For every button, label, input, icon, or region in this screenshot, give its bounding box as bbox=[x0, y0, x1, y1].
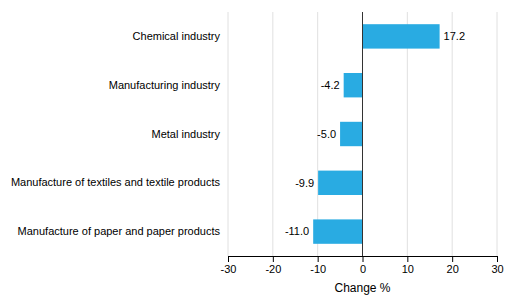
bar bbox=[363, 24, 440, 48]
x-tick: 30 bbox=[491, 256, 503, 275]
x-tick-mark bbox=[497, 256, 498, 262]
bars bbox=[313, 24, 439, 244]
data-labels: -11.0 -9.9 -5.0 -4.2 17.2 bbox=[285, 30, 465, 237]
grid-line bbox=[452, 12, 453, 256]
x-tick: -10 bbox=[310, 256, 326, 275]
bar bbox=[340, 122, 362, 146]
x-axis-title: Change % bbox=[334, 281, 390, 295]
y-tick-label: Chemical industry bbox=[133, 30, 221, 42]
x-tick: 10 bbox=[402, 256, 414, 275]
x-tick-mark bbox=[228, 256, 229, 262]
grid-line bbox=[228, 12, 229, 256]
y-tick-label: Manufacture of paper and paper products bbox=[18, 225, 221, 237]
x-tick: -30 bbox=[221, 256, 237, 275]
data-label: -11.0 bbox=[285, 225, 309, 237]
data-label: -4.2 bbox=[321, 79, 340, 91]
chart-container: -30 -20 -10 0 10 20 30 Chemical industry Manufac… bbox=[0, 0, 525, 300]
plot-area: -30 -20 -10 0 10 20 30 Chemical industry Manufac… bbox=[11, 12, 504, 275]
grid-line bbox=[497, 12, 498, 256]
grid-line bbox=[272, 12, 273, 256]
x-tick-label: 30 bbox=[491, 263, 503, 275]
zero-line bbox=[362, 12, 363, 256]
y-tick: Chemical industry bbox=[133, 30, 228, 42]
y-tick: Manufacture of textiles and textile prod… bbox=[11, 176, 228, 188]
y-tick-label: Manufacturing industry bbox=[109, 79, 221, 91]
y-tick: Manufacturing industry bbox=[109, 79, 228, 91]
y-tick-label: Manufacture of textiles and textile prod… bbox=[11, 176, 221, 188]
bar bbox=[318, 171, 362, 195]
data-label: 17.2 bbox=[444, 30, 465, 42]
x-tick-mark bbox=[452, 256, 453, 262]
chart-svg: -30 -20 -10 0 10 20 30 Chemical industry Manufac… bbox=[0, 0, 525, 300]
x-tick-label: -10 bbox=[310, 263, 326, 275]
x-tick-mark bbox=[273, 256, 274, 262]
x-tick-label: 10 bbox=[402, 263, 414, 275]
y-tick: Metal industry bbox=[152, 128, 228, 140]
x-tick: -20 bbox=[265, 256, 281, 275]
bar bbox=[344, 73, 363, 97]
x-tick: 0 bbox=[360, 256, 366, 275]
y-tick-label: Metal industry bbox=[152, 128, 221, 140]
y-axis: Chemical industry Manufacturing industry M… bbox=[11, 30, 228, 237]
x-tick-label: 0 bbox=[360, 263, 366, 275]
grid-line bbox=[362, 12, 363, 256]
y-tick: Manufacture of paper and paper products bbox=[18, 225, 228, 237]
x-tick-label: -30 bbox=[221, 263, 237, 275]
bar bbox=[313, 219, 362, 243]
x-axis: -30 -20 -10 0 10 20 30 bbox=[221, 256, 504, 275]
x-tick: 20 bbox=[447, 256, 459, 275]
x-tick-mark bbox=[318, 256, 319, 262]
x-axis-line bbox=[229, 257, 498, 263]
x-tick-label: -20 bbox=[265, 263, 281, 275]
x-tick-mark bbox=[363, 256, 364, 262]
data-label: -9.9 bbox=[295, 177, 314, 189]
x-tick-mark bbox=[407, 256, 408, 262]
grid bbox=[228, 12, 497, 256]
data-label: -5.0 bbox=[317, 128, 336, 140]
x-tick-label: 20 bbox=[447, 263, 459, 275]
